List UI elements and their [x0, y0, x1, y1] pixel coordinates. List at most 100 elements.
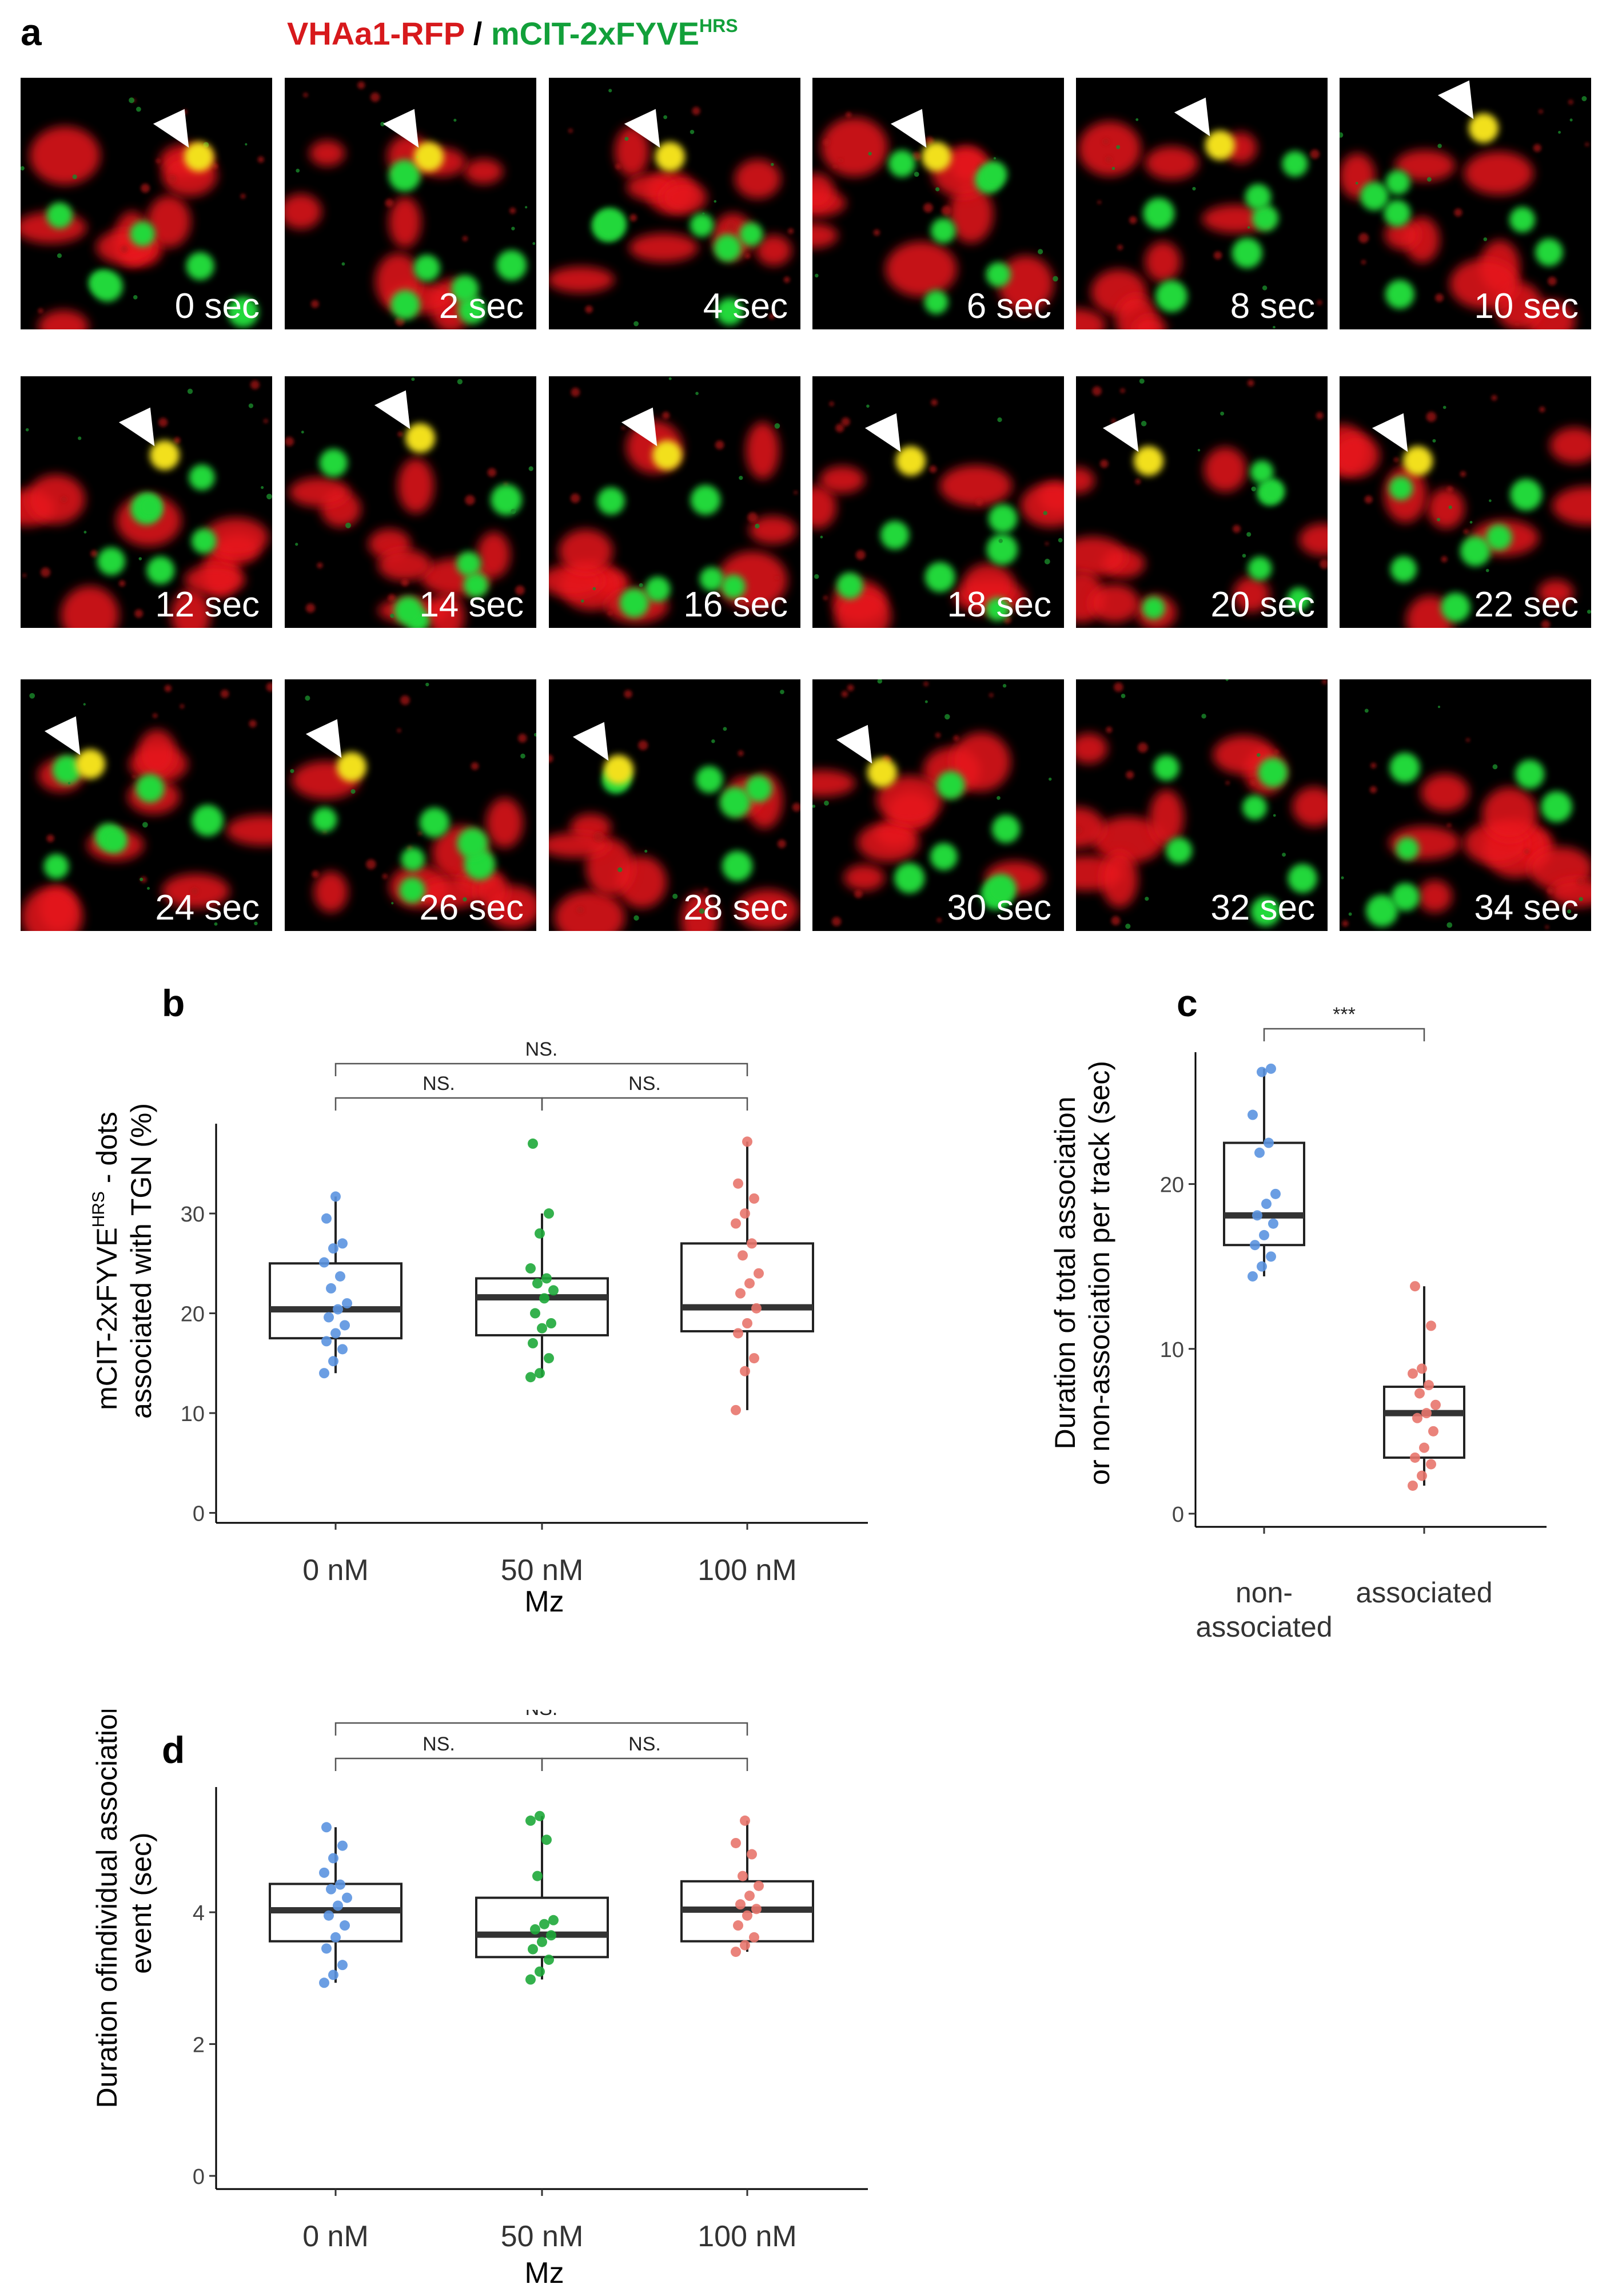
cit-speck: [532, 242, 536, 245]
cit-speck: [997, 417, 1002, 423]
rfp-speck: [1454, 208, 1462, 217]
rfp-blob: [309, 140, 345, 166]
cit-dot: [1441, 592, 1470, 622]
data-point: [544, 1954, 554, 1965]
data-point: [337, 1344, 348, 1355]
rfp-speck: [1460, 471, 1466, 477]
cit-speck: [695, 392, 699, 395]
chart-b-xlabel: Mz: [524, 1585, 564, 1618]
frame-9: 18 sec: [812, 376, 1064, 628]
cit-dot: [319, 448, 348, 477]
significance-label: ***: [1333, 1004, 1356, 1025]
chart-d-svg: Duration ofindividual association event …: [91, 1710, 868, 2290]
rfp-speck: [624, 690, 632, 698]
rfp-speck: [310, 300, 319, 308]
cit-dot: [989, 504, 1018, 533]
arrowhead-marker: [1437, 80, 1474, 120]
rfp-speck: [61, 496, 67, 503]
arrowhead-marker: [382, 109, 419, 148]
data-point: [749, 1193, 759, 1204]
frame-time-label: 0 sec: [175, 286, 260, 326]
cit-dot: [1155, 280, 1187, 312]
cit-dot: [138, 495, 162, 519]
cit-speck: [187, 388, 193, 394]
data-point: [1266, 1251, 1276, 1262]
y-tick-label: 4: [193, 1901, 205, 1925]
rfp-blob: [1093, 816, 1164, 864]
cit-speck: [248, 403, 254, 408]
rfp-blob: [812, 770, 856, 797]
cit-speck: [129, 97, 135, 104]
rfp-speck: [1358, 233, 1369, 244]
rfp-speck: [1447, 823, 1452, 827]
rfp-speck: [257, 156, 264, 163]
data-point: [1257, 1261, 1267, 1272]
cit-dot: [1250, 460, 1274, 484]
data-point: [1426, 1459, 1436, 1470]
rfp-speck: [1316, 412, 1324, 420]
cit-dot: [722, 850, 753, 882]
frame-time-label: 34 sec: [1474, 888, 1579, 928]
rfp-speck: [1233, 524, 1241, 533]
data-point: [1268, 1218, 1278, 1229]
rfp-speck: [249, 719, 257, 728]
cit-dot: [191, 528, 217, 554]
rfp-blob: [843, 864, 885, 891]
data-point: [1419, 1442, 1429, 1453]
rfp-speck: [1361, 260, 1366, 265]
cit-dot: [390, 290, 420, 320]
frame-time-label: 18 sec: [947, 585, 1051, 624]
data-point: [733, 1328, 743, 1339]
cit-speck: [1437, 144, 1442, 148]
data-point: [744, 1891, 755, 1901]
rfp-speck: [134, 609, 144, 618]
rfp-speck: [854, 889, 863, 898]
significance-label: NS.: [525, 1038, 558, 1060]
rfp-blob: [171, 589, 211, 628]
rfp-speck: [1310, 149, 1320, 159]
rfp-blob: [949, 185, 994, 244]
rfp-blob: [951, 732, 1011, 792]
chart-d-xlabel: Mz: [524, 2257, 564, 2290]
cit-speck: [592, 587, 596, 591]
rfp-blob: [389, 197, 421, 248]
frame-time-label: 20 sec: [1210, 585, 1315, 624]
rfp-speck: [471, 762, 479, 770]
rfp-blob: [147, 196, 191, 248]
legend-hrs-superscript: HRS: [699, 15, 738, 36]
x-tick-label: 0 nM: [302, 1554, 369, 1587]
cit-speck: [1247, 226, 1250, 229]
cit-speck: [1489, 499, 1492, 502]
data-point: [1261, 1199, 1272, 1209]
rfp-speck: [1568, 100, 1573, 105]
rfp-speck: [141, 184, 150, 193]
cit-dot: [1509, 206, 1535, 233]
cit-dot: [645, 576, 671, 602]
data-point: [747, 1238, 757, 1249]
frame-11: 22 sec: [1340, 376, 1591, 628]
data-point: [532, 1871, 543, 1881]
cit-speck: [877, 679, 883, 684]
cit-dot: [136, 774, 165, 803]
rfp-speck: [120, 245, 129, 253]
data-point: [532, 1278, 543, 1289]
data-point: [321, 1336, 332, 1347]
y-tick-label: 20: [181, 1303, 205, 1327]
rfp-speck: [935, 733, 941, 738]
cit-speck: [380, 121, 385, 126]
panel-b-label: b: [162, 982, 185, 1024]
rfp-blob: [1203, 447, 1247, 492]
rfp-speck: [397, 728, 401, 733]
rfp-speck: [285, 436, 294, 447]
rfp-blob: [378, 549, 432, 581]
rfp-speck: [317, 562, 323, 568]
significance-label: NS.: [525, 1710, 558, 1720]
rfp-blob: [1076, 807, 1105, 849]
cit-dot: [102, 828, 127, 854]
data-point: [1408, 1368, 1418, 1379]
cit-dot: [690, 213, 714, 237]
data-point: [342, 1298, 352, 1309]
rfp-speck: [829, 401, 834, 407]
rfp-speck: [1102, 138, 1110, 145]
cit-speck: [1587, 610, 1591, 614]
